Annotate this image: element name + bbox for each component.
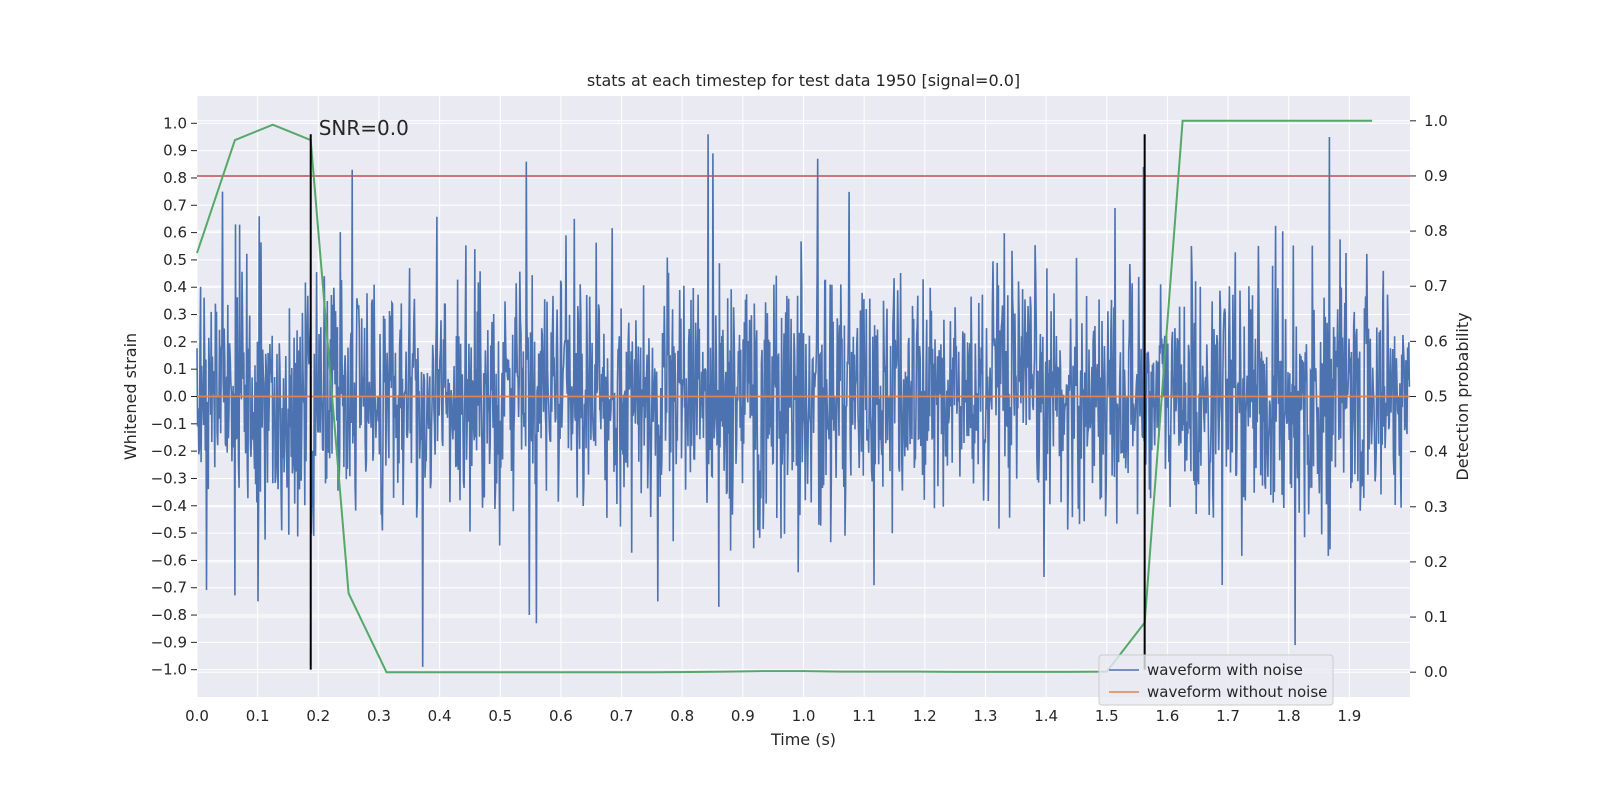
x-tick-label: 0.0 bbox=[185, 707, 209, 725]
y2-tick-label: 0.8 bbox=[1424, 222, 1448, 240]
y-tick-label: −1.0 bbox=[151, 661, 187, 679]
x-tick-label: 1.7 bbox=[1216, 707, 1240, 725]
x-tick-label: 0.2 bbox=[306, 707, 330, 725]
y-tick-label: 0.2 bbox=[163, 333, 187, 351]
y-tick-label: −0.9 bbox=[151, 633, 187, 651]
x-tick-label: 1.8 bbox=[1277, 707, 1301, 725]
series-detection-probability bbox=[196, 119, 1373, 674]
x-tick-label: 1.0 bbox=[792, 707, 816, 725]
x-tick-label: 1.9 bbox=[1337, 707, 1361, 725]
y-tick-label: 0.6 bbox=[163, 224, 187, 242]
probability-line bbox=[196, 119, 1373, 674]
y2-tick-label: 0.9 bbox=[1424, 167, 1448, 185]
chart-title: stats at each timestep for test data 195… bbox=[587, 71, 1020, 90]
marker-lines bbox=[309, 134, 1146, 670]
y2-tick-label: 0.3 bbox=[1424, 498, 1448, 516]
legend: waveform with noise waveform without noi… bbox=[1098, 654, 1334, 706]
y-axis-label: Whitened strain bbox=[121, 333, 140, 460]
snr-annotation: SNR=0.0 bbox=[319, 116, 409, 140]
x-tick-label: 1.5 bbox=[1095, 707, 1119, 725]
noise-waveform-line bbox=[196, 134, 1411, 667]
y-tick-label: 0.1 bbox=[163, 360, 187, 378]
y2-axis-label: Detection probability bbox=[1453, 312, 1472, 480]
y2-tick-label: 0.2 bbox=[1424, 553, 1448, 571]
legend-box bbox=[1098, 654, 1334, 706]
x-tick-label: 1.1 bbox=[852, 707, 876, 725]
x-tick-label: 0.6 bbox=[549, 707, 573, 725]
y-tick-label: −0.3 bbox=[151, 469, 187, 487]
y-tick-label: 0.5 bbox=[163, 251, 187, 269]
x-tick-label: 0.1 bbox=[246, 707, 270, 725]
y-tick-label: 0.7 bbox=[163, 196, 187, 214]
y-tick-label: −0.5 bbox=[151, 524, 187, 542]
y-tick-label: −0.4 bbox=[151, 497, 187, 515]
legend-label-clean: waveform without noise bbox=[1147, 683, 1327, 701]
y-tick-label: −0.2 bbox=[151, 442, 187, 460]
x-axis-label: Time (s) bbox=[770, 730, 836, 749]
x-tick-label: 0.4 bbox=[428, 707, 452, 725]
axis-ticks: 0.0 0.1 0.2 0.3 0.4 0.5 0.6 0.7 0.8 0.9 1.0 1.1 1.2 1… bbox=[151, 112, 1448, 725]
y-tick-label: −0.7 bbox=[151, 579, 187, 597]
y-tick-label: 1.0 bbox=[163, 114, 187, 132]
y2-tick-label: 1.0 bbox=[1424, 112, 1448, 130]
x-tick-label: 0.5 bbox=[488, 707, 512, 725]
x-tick-label: 0.3 bbox=[367, 707, 391, 725]
y-tick-label: −0.6 bbox=[151, 551, 187, 569]
y-tick-label: 0.4 bbox=[163, 278, 187, 296]
y2-tick-label: 0.7 bbox=[1424, 277, 1448, 295]
y2-tick-label: 0.4 bbox=[1424, 443, 1448, 461]
x-tick-label: 1.2 bbox=[913, 707, 937, 725]
y-tick-label: 0.3 bbox=[163, 306, 187, 324]
y2-tick-label: 0.5 bbox=[1424, 388, 1448, 406]
y-tick-label: −0.8 bbox=[151, 606, 187, 624]
x-tick-label: 0.8 bbox=[670, 707, 694, 725]
y-tick-label: −0.1 bbox=[151, 415, 187, 433]
y2-tick-label: 0.0 bbox=[1424, 663, 1448, 681]
x-tick-label: 1.6 bbox=[1155, 707, 1179, 725]
series-waveform-with-noise bbox=[196, 134, 1411, 667]
y-tick-label: 0.0 bbox=[163, 388, 187, 406]
x-tick-label: 1.4 bbox=[1034, 707, 1058, 725]
x-tick-label: 0.9 bbox=[731, 707, 755, 725]
y2-tick-label: 0.6 bbox=[1424, 332, 1448, 350]
y-tick-label: 0.9 bbox=[163, 142, 187, 160]
x-tick-label: 0.7 bbox=[610, 707, 634, 725]
x-tick-label: 1.3 bbox=[974, 707, 998, 725]
y-tick-label: 0.8 bbox=[163, 169, 187, 187]
legend-label-noise: waveform with noise bbox=[1147, 661, 1303, 679]
y2-tick-label: 0.1 bbox=[1424, 608, 1448, 626]
